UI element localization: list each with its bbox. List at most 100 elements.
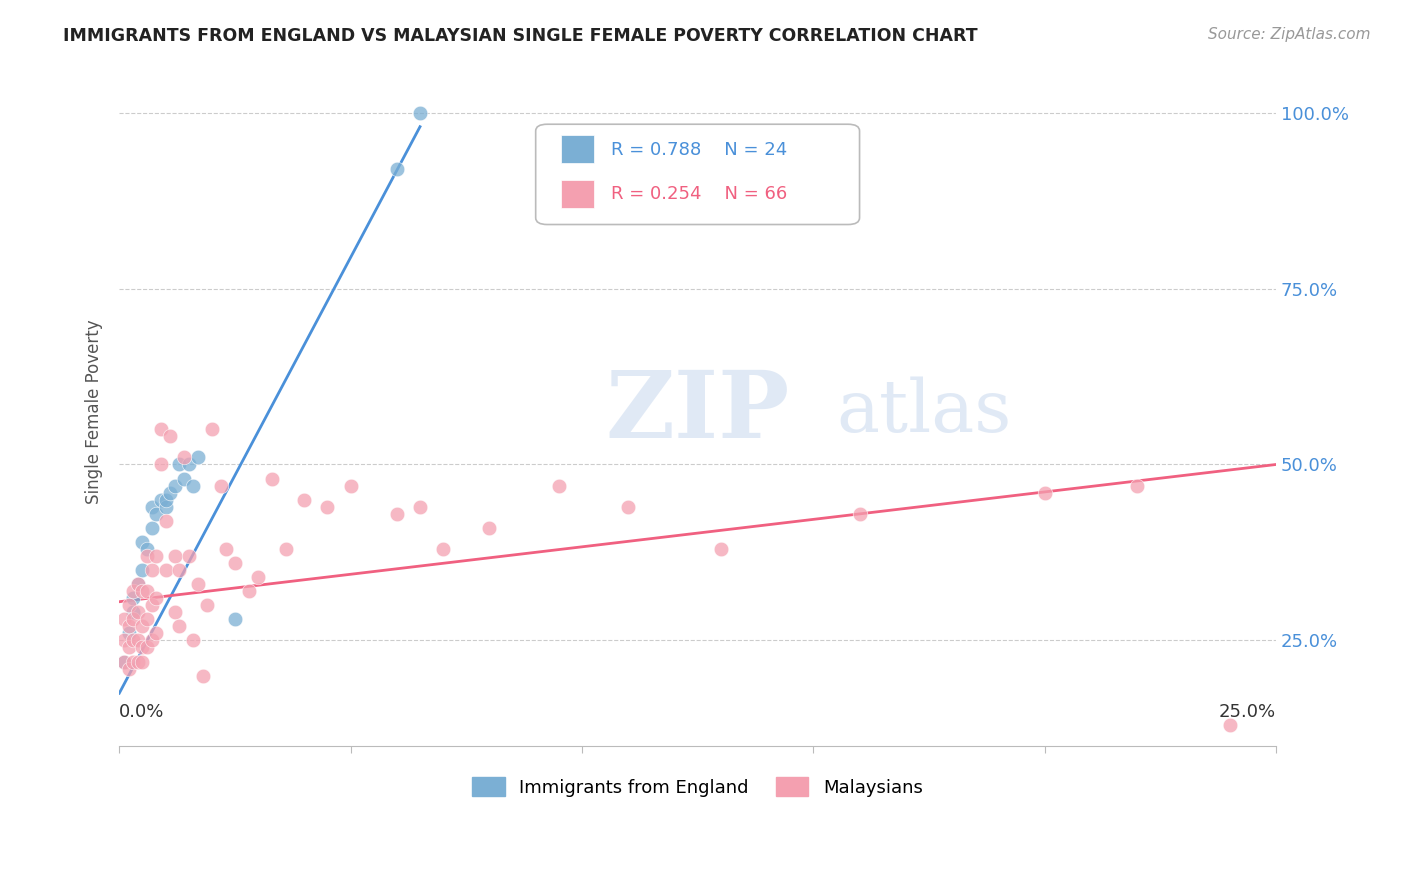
Point	[181, 478, 204, 492]
Point	[117, 619, 139, 633]
Point	[122, 612, 145, 626]
Point	[136, 549, 159, 563]
Point	[155, 492, 177, 507]
Point	[224, 556, 246, 570]
Text: R = 0.788    N = 24: R = 0.788 N = 24	[610, 141, 787, 159]
Text: IMMIGRANTS FROM ENGLAND VS MALAYSIAN SINGLE FEMALE POVERTY CORRELATION CHART: IMMIGRANTS FROM ENGLAND VS MALAYSIAN SIN…	[63, 27, 979, 45]
Point	[177, 549, 200, 563]
Point	[131, 640, 153, 655]
Point	[385, 161, 408, 176]
Point	[432, 541, 454, 556]
Point	[122, 655, 145, 669]
Text: 0.0%: 0.0%	[120, 703, 165, 721]
Point	[136, 612, 159, 626]
Point	[145, 549, 167, 563]
Point	[117, 662, 139, 676]
Point	[127, 577, 149, 591]
Point	[177, 458, 200, 472]
Point	[112, 612, 135, 626]
Point	[159, 485, 181, 500]
Point	[224, 612, 246, 626]
Text: ZIP: ZIP	[605, 367, 789, 457]
Point	[274, 541, 297, 556]
Point	[163, 605, 186, 619]
Point	[122, 584, 145, 599]
Point	[848, 507, 870, 521]
Point	[316, 500, 339, 514]
Text: atlas: atlas	[837, 376, 1012, 447]
Point	[201, 422, 224, 436]
Point	[617, 500, 640, 514]
Point	[215, 541, 238, 556]
Point	[238, 584, 260, 599]
Point	[163, 549, 186, 563]
Point	[169, 619, 191, 633]
Point	[155, 514, 177, 528]
Text: 25.0%: 25.0%	[1219, 703, 1277, 721]
Point	[155, 563, 177, 577]
FancyBboxPatch shape	[561, 179, 593, 208]
Point	[169, 458, 191, 472]
Point	[131, 584, 153, 599]
Point	[163, 478, 186, 492]
Text: R = 0.254    N = 66: R = 0.254 N = 66	[610, 185, 787, 202]
Legend: Immigrants from England, Malaysians: Immigrants from England, Malaysians	[465, 770, 929, 804]
Point	[112, 655, 135, 669]
Point	[141, 599, 163, 613]
Point	[260, 472, 283, 486]
Point	[122, 591, 145, 606]
Point	[117, 599, 139, 613]
Point	[145, 507, 167, 521]
Point	[117, 626, 139, 640]
Point	[247, 570, 270, 584]
Point	[159, 429, 181, 443]
Point	[409, 105, 432, 120]
Point	[409, 500, 432, 514]
Point	[131, 563, 153, 577]
Point	[122, 633, 145, 648]
Point	[136, 541, 159, 556]
Point	[141, 500, 163, 514]
Point	[117, 640, 139, 655]
FancyBboxPatch shape	[536, 124, 859, 225]
Point	[149, 458, 172, 472]
Point	[127, 655, 149, 669]
Point	[127, 577, 149, 591]
Point	[122, 605, 145, 619]
Point	[149, 422, 172, 436]
Point	[1126, 478, 1149, 492]
Point	[141, 563, 163, 577]
Point	[195, 599, 218, 613]
Point	[141, 633, 163, 648]
Point	[136, 640, 159, 655]
Point	[131, 655, 153, 669]
Point	[136, 584, 159, 599]
Y-axis label: Single Female Poverty: Single Female Poverty	[86, 319, 103, 504]
Point	[339, 478, 361, 492]
Point	[191, 668, 214, 682]
Point	[145, 626, 167, 640]
Point	[155, 500, 177, 514]
Point	[131, 535, 153, 549]
Point	[141, 521, 163, 535]
Point	[149, 492, 172, 507]
Point	[145, 591, 167, 606]
FancyBboxPatch shape	[561, 135, 593, 163]
Point	[112, 633, 135, 648]
Point	[385, 507, 408, 521]
Point	[1219, 718, 1241, 732]
Point	[1033, 485, 1056, 500]
Point	[478, 521, 501, 535]
Point	[127, 605, 149, 619]
Text: Source: ZipAtlas.com: Source: ZipAtlas.com	[1208, 27, 1371, 42]
Point	[127, 633, 149, 648]
Point	[112, 655, 135, 669]
Point	[547, 478, 569, 492]
Point	[181, 633, 204, 648]
Point	[187, 577, 209, 591]
Point	[292, 492, 315, 507]
Point	[131, 619, 153, 633]
Point	[209, 478, 232, 492]
Point	[187, 450, 209, 465]
Point	[710, 541, 733, 556]
